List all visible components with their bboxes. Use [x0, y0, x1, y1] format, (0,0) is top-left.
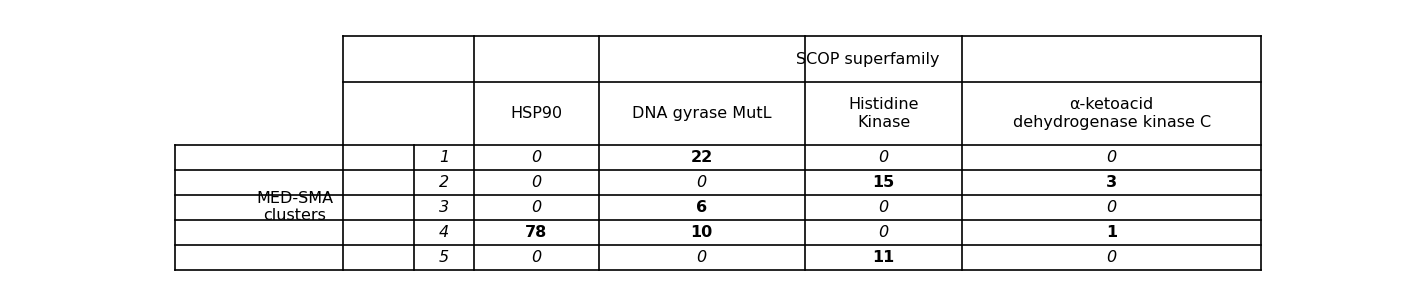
Text: 4: 4: [439, 225, 448, 240]
Text: 5: 5: [439, 250, 448, 265]
Text: 0: 0: [696, 175, 706, 190]
Text: 0: 0: [531, 175, 541, 190]
Text: 10: 10: [691, 225, 713, 240]
Text: 0: 0: [1107, 200, 1117, 215]
Text: 0: 0: [878, 225, 888, 240]
Text: DNA gyrase MutL: DNA gyrase MutL: [632, 106, 772, 121]
Text: α-ketoacid
dehydrogenase kinase C: α-ketoacid dehydrogenase kinase C: [1013, 97, 1210, 130]
Text: 11: 11: [873, 250, 895, 265]
Text: 0: 0: [531, 250, 541, 265]
Text: 3: 3: [1105, 175, 1117, 190]
Text: 0: 0: [531, 200, 541, 215]
Text: 0: 0: [696, 250, 706, 265]
Text: MED-SMA
clusters: MED-SMA clusters: [256, 191, 333, 223]
Text: 0: 0: [531, 150, 541, 165]
Text: 15: 15: [873, 175, 895, 190]
Text: 78: 78: [525, 225, 548, 240]
Text: 0: 0: [878, 200, 888, 215]
Text: 3: 3: [439, 200, 448, 215]
Text: Histidine
Kinase: Histidine Kinase: [849, 97, 919, 130]
Text: 1: 1: [1105, 225, 1117, 240]
Text: HSP90: HSP90: [510, 106, 562, 121]
Text: 0: 0: [1107, 150, 1117, 165]
Text: SCOP superfamily: SCOP superfamily: [796, 52, 939, 67]
Text: 1: 1: [439, 150, 448, 165]
Text: 0: 0: [878, 150, 888, 165]
Text: 6: 6: [696, 200, 708, 215]
Text: 0: 0: [1107, 250, 1117, 265]
Text: 22: 22: [691, 150, 713, 165]
Text: 2: 2: [439, 175, 448, 190]
